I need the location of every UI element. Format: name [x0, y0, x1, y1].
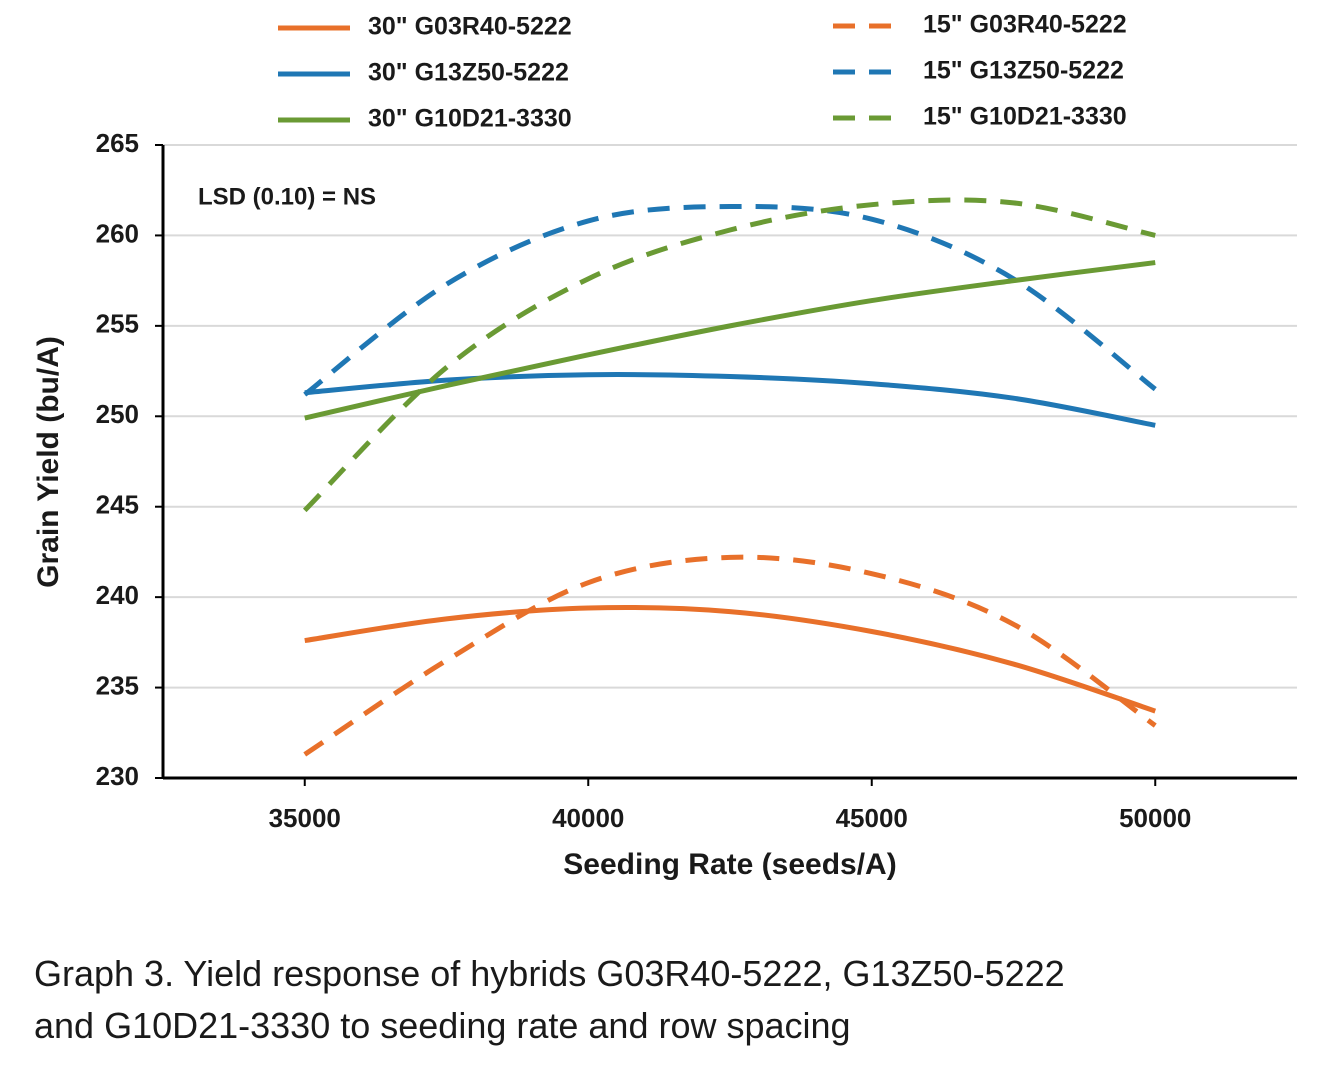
- series-line: [304, 260, 1156, 421]
- y-tick-label: 255: [96, 309, 139, 339]
- annotation: LSD (0.10) = NS: [198, 183, 376, 210]
- y-tick-label: 260: [96, 218, 139, 248]
- y-tick-label: 245: [96, 490, 139, 520]
- y-tick-label: 265: [96, 128, 139, 158]
- legend-label: 15" G13Z50-5222: [923, 57, 1124, 85]
- caption-line: Graph 3. Yield response of hybrids G03R4…: [34, 953, 1065, 994]
- x-tick-label: 45000: [836, 803, 908, 833]
- series-line: [304, 372, 1156, 428]
- x-tick-label: 50000: [1119, 803, 1191, 833]
- x-tick-label: 35000: [269, 803, 341, 833]
- y-tick-label: 250: [96, 399, 139, 429]
- x-axis-title: Seeding Rate (seeds/A): [563, 848, 896, 881]
- y-axis-title: Grain Yield (bu/A): [32, 336, 65, 588]
- legend-label: 15" G10D21-3330: [923, 103, 1127, 131]
- caption: Graph 3. Yield response of hybrids G03R4…: [34, 948, 1065, 1052]
- legend-label: 30" G13Z50-5222: [368, 59, 569, 87]
- series-line: [303, 554, 1157, 757]
- legend-label: 30" G03R40-5222: [368, 13, 572, 41]
- caption-line: and G10D21-3330 to seeding rate and row …: [34, 1005, 851, 1046]
- y-tick-label: 240: [96, 580, 139, 610]
- legend-label: 15" G03R40-5222: [923, 11, 1127, 39]
- series-line: [304, 604, 1157, 714]
- y-tick-label: 235: [96, 670, 139, 700]
- chart: LSD (0.10) = NS Seeding Rate (seeds/A) G…: [32, 11, 1297, 881]
- legend-label: 30" G10D21-3330: [368, 105, 572, 133]
- y-tick-label: 230: [96, 761, 139, 791]
- series-line: [302, 197, 1156, 513]
- x-tick-label: 40000: [552, 803, 624, 833]
